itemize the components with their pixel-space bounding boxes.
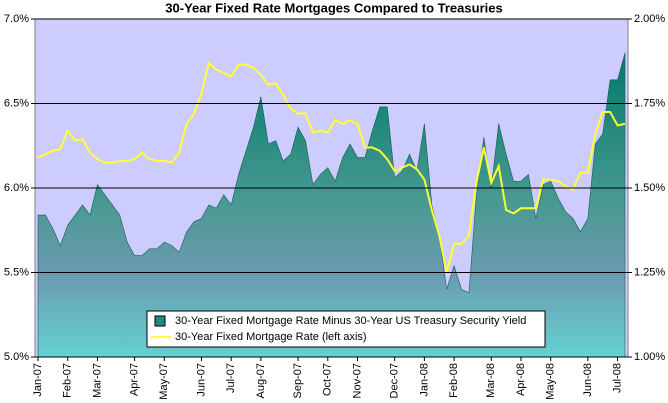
x-tick-label: Dec-07 xyxy=(389,363,401,398)
x-tick-label: Feb-07 xyxy=(62,363,74,398)
y-tick-label: 6.0% xyxy=(4,182,29,194)
y2-tick-label: 1.75% xyxy=(634,97,665,109)
y-tick-label: 5.5% xyxy=(4,266,29,278)
x-tick-label: Jan-07 xyxy=(32,363,44,397)
x-tick-label: Sep-07 xyxy=(292,363,304,398)
y-tick-label: 7.0% xyxy=(4,13,29,25)
x-tick-label: Mar-08 xyxy=(485,363,497,398)
legend: 30-Year Fixed Mortgage Rate Minus 30-Yea… xyxy=(146,310,546,348)
x-tick-label: May-07 xyxy=(158,363,170,400)
legend-swatch xyxy=(154,315,166,327)
y2-tick-label: 2.00% xyxy=(634,13,665,25)
x-tick-label: Jul-07 xyxy=(225,363,237,393)
x-tick-label: May-08 xyxy=(545,363,557,400)
y2-tick-label: 1.25% xyxy=(634,266,665,278)
x-tick-label: Mar-07 xyxy=(91,363,103,398)
x-tick-label: Jun-08 xyxy=(582,363,594,397)
legend-box xyxy=(146,310,546,348)
x-tick-label: Jan-08 xyxy=(418,363,430,397)
area xyxy=(37,52,626,358)
legend-label: 30-Year Fixed Mortgage Rate Minus 30-Yea… xyxy=(175,315,526,327)
line xyxy=(37,61,626,273)
y-tick-label: 5.0% xyxy=(4,351,29,363)
x-tick-label: Jul-08 xyxy=(611,363,623,393)
legend-label: 30-Year Fixed Mortgage Rate (left axis) xyxy=(175,331,367,343)
x-tick-label: Apr-07 xyxy=(129,363,141,396)
x-tick-label: Nov-07 xyxy=(351,363,363,398)
x-tick-label: Feb-08 xyxy=(448,363,460,398)
y2-tick-label: 1.50% xyxy=(634,182,665,194)
x-tick-label: Oct-07 xyxy=(322,363,334,396)
x-tick-label: Aug-07 xyxy=(255,363,267,398)
y-tick-label: 6.5% xyxy=(4,97,29,109)
x-tick-label: Jun-07 xyxy=(195,363,207,397)
chart-title: 30-Year Fixed Rate Mortgages Compared to… xyxy=(165,0,502,15)
y2-tick-label: 1.00% xyxy=(634,351,665,363)
x-tick-label: Apr-08 xyxy=(515,363,527,396)
plot-layer xyxy=(37,52,626,358)
